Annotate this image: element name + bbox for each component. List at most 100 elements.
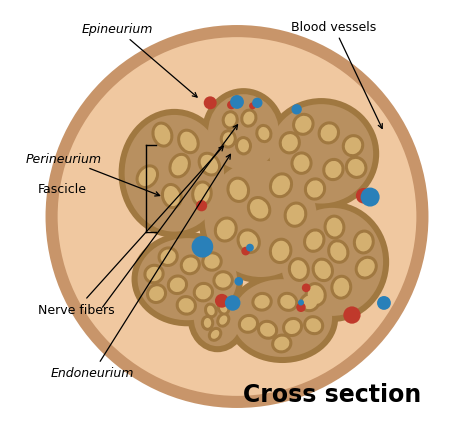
Ellipse shape <box>303 229 326 253</box>
Ellipse shape <box>315 261 331 279</box>
Ellipse shape <box>170 278 185 293</box>
Ellipse shape <box>132 233 243 326</box>
Ellipse shape <box>229 180 247 201</box>
Ellipse shape <box>282 317 303 337</box>
Ellipse shape <box>299 293 320 312</box>
Ellipse shape <box>330 243 346 261</box>
Ellipse shape <box>223 133 234 146</box>
Circle shape <box>225 296 240 311</box>
Ellipse shape <box>272 176 290 196</box>
Ellipse shape <box>143 264 164 285</box>
Ellipse shape <box>325 161 342 179</box>
Ellipse shape <box>330 275 352 300</box>
Ellipse shape <box>308 286 324 304</box>
Ellipse shape <box>239 232 258 251</box>
Ellipse shape <box>172 157 188 176</box>
Ellipse shape <box>260 323 275 337</box>
Ellipse shape <box>324 215 346 240</box>
Ellipse shape <box>138 168 156 187</box>
Ellipse shape <box>304 178 326 201</box>
Ellipse shape <box>303 316 324 335</box>
Ellipse shape <box>322 158 345 182</box>
Ellipse shape <box>353 230 375 255</box>
Circle shape <box>46 26 428 408</box>
Ellipse shape <box>215 273 231 288</box>
Ellipse shape <box>146 267 162 282</box>
Ellipse shape <box>272 241 290 261</box>
Ellipse shape <box>194 184 210 204</box>
Ellipse shape <box>191 181 213 207</box>
Ellipse shape <box>348 160 365 177</box>
Ellipse shape <box>225 114 236 127</box>
Ellipse shape <box>204 303 218 319</box>
Ellipse shape <box>269 238 292 264</box>
Ellipse shape <box>255 295 270 309</box>
Ellipse shape <box>202 89 285 177</box>
Ellipse shape <box>281 208 383 316</box>
Ellipse shape <box>146 283 167 304</box>
Circle shape <box>230 96 244 110</box>
Ellipse shape <box>183 258 198 273</box>
Ellipse shape <box>118 110 230 238</box>
Ellipse shape <box>216 313 230 328</box>
Ellipse shape <box>238 314 259 334</box>
Ellipse shape <box>198 152 221 177</box>
Ellipse shape <box>137 239 237 320</box>
Ellipse shape <box>271 334 292 354</box>
Circle shape <box>252 99 263 109</box>
Ellipse shape <box>295 117 311 134</box>
Ellipse shape <box>168 154 191 179</box>
Ellipse shape <box>204 255 220 269</box>
Ellipse shape <box>318 122 340 145</box>
Ellipse shape <box>320 125 337 142</box>
Ellipse shape <box>164 187 180 207</box>
Circle shape <box>302 284 310 293</box>
Ellipse shape <box>161 184 183 210</box>
Ellipse shape <box>291 260 307 279</box>
Circle shape <box>292 105 302 115</box>
Ellipse shape <box>220 303 228 313</box>
Ellipse shape <box>125 116 224 232</box>
Circle shape <box>58 38 416 396</box>
Ellipse shape <box>194 290 241 346</box>
Ellipse shape <box>264 99 379 210</box>
Ellipse shape <box>345 157 367 180</box>
Ellipse shape <box>233 279 332 357</box>
Ellipse shape <box>293 155 310 172</box>
Ellipse shape <box>227 177 250 204</box>
Ellipse shape <box>167 275 188 296</box>
Ellipse shape <box>201 252 223 272</box>
Ellipse shape <box>207 306 215 316</box>
Ellipse shape <box>180 255 201 276</box>
Circle shape <box>343 307 361 324</box>
Ellipse shape <box>196 285 211 300</box>
Ellipse shape <box>199 155 323 283</box>
Ellipse shape <box>288 257 310 282</box>
Ellipse shape <box>237 229 261 254</box>
Text: Cross section: Cross section <box>243 382 421 406</box>
Circle shape <box>249 103 256 110</box>
Ellipse shape <box>280 295 295 309</box>
Ellipse shape <box>291 152 312 175</box>
Ellipse shape <box>161 250 176 264</box>
Ellipse shape <box>358 259 375 277</box>
Circle shape <box>241 247 250 256</box>
Text: Blood vessels: Blood vessels <box>291 21 382 129</box>
Ellipse shape <box>235 137 252 156</box>
Ellipse shape <box>176 296 197 316</box>
Ellipse shape <box>219 316 228 325</box>
Circle shape <box>361 188 380 207</box>
Circle shape <box>298 300 304 306</box>
Ellipse shape <box>247 197 271 222</box>
Ellipse shape <box>269 105 373 204</box>
Ellipse shape <box>220 130 237 149</box>
Ellipse shape <box>193 282 214 302</box>
Ellipse shape <box>282 135 298 152</box>
Ellipse shape <box>275 202 389 322</box>
Ellipse shape <box>250 200 268 219</box>
Ellipse shape <box>283 202 307 228</box>
Ellipse shape <box>179 299 194 313</box>
Ellipse shape <box>212 270 234 291</box>
Ellipse shape <box>217 300 230 316</box>
Ellipse shape <box>155 125 170 145</box>
